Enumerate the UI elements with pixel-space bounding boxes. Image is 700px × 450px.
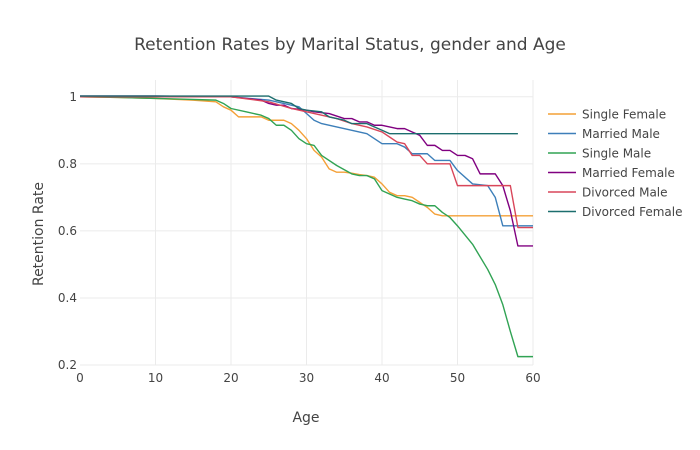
legend-label: Divorced Male bbox=[582, 186, 668, 200]
x-tick-label: 10 bbox=[148, 371, 163, 385]
legend-label: Married Male bbox=[582, 127, 660, 141]
y-axis-title: Retention Rate bbox=[31, 182, 47, 286]
x-tick-label: 40 bbox=[374, 371, 389, 385]
x-axis-title: Age bbox=[292, 410, 319, 426]
x-tick-label: 0 bbox=[76, 371, 84, 385]
y-tick-label: 0.8 bbox=[58, 157, 77, 171]
x-tick-label: 50 bbox=[450, 371, 465, 385]
series-lines bbox=[79, 95, 533, 358]
x-tick-label: 30 bbox=[299, 371, 314, 385]
series-line-married-female[interactable] bbox=[80, 95, 533, 247]
grid-lines bbox=[80, 80, 534, 366]
chart-title: Retention Rates by Marital Status, gende… bbox=[134, 35, 566, 55]
series-line-divorced-male[interactable] bbox=[80, 96, 533, 229]
legend-item-married-male[interactable]: Married Male bbox=[548, 127, 660, 141]
legend-label: Divorced Female bbox=[582, 205, 683, 219]
x-tick-label: 60 bbox=[525, 371, 540, 385]
legend-item-divorced-male[interactable]: Divorced Male bbox=[548, 186, 668, 200]
x-tick-label: 20 bbox=[223, 371, 238, 385]
series-line-single-male[interactable] bbox=[79, 96, 533, 358]
axes: 0 10 20 30 40 50 60 0.2 0.4 0.6 0.8 1 bbox=[58, 90, 541, 385]
legend-item-divorced-female[interactable]: Divorced Female bbox=[548, 205, 683, 219]
legend-item-married-female[interactable]: Married Female bbox=[548, 166, 675, 180]
legend[interactable]: Single Female Married Male Single Male Marr… bbox=[548, 108, 683, 220]
legend-item-single-female[interactable]: Single Female bbox=[548, 108, 666, 122]
y-tick-label: 0.2 bbox=[58, 358, 77, 372]
y-tick-label: 0.4 bbox=[58, 291, 77, 305]
y-tick-label: 0.6 bbox=[58, 224, 77, 238]
legend-label: Married Female bbox=[582, 166, 675, 180]
legend-label: Single Female bbox=[582, 108, 666, 122]
legend-item-single-male[interactable]: Single Male bbox=[548, 147, 651, 161]
legend-label: Single Male bbox=[582, 147, 651, 161]
series-line-divorced-female[interactable] bbox=[80, 95, 518, 135]
y-tick-label: 1 bbox=[69, 90, 77, 104]
